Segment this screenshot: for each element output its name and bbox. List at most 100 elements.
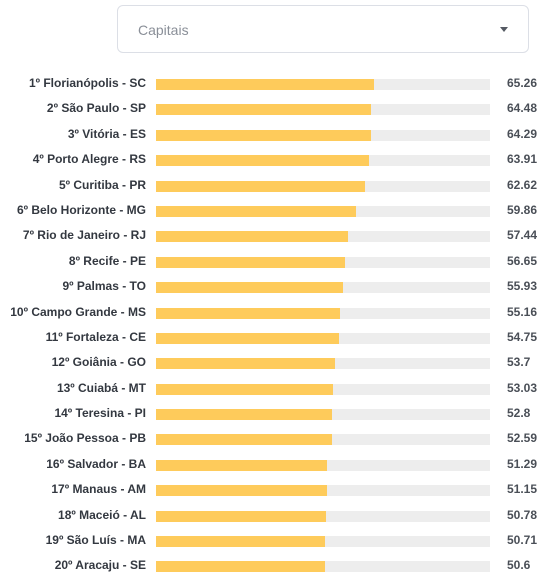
bar-track (156, 358, 490, 370)
ranking-row: 5º Curitiba - PR 62.62 (0, 173, 554, 198)
ranking-label: 12º Goiânia - GO (51, 355, 146, 370)
ranking-value: 50.78 (507, 507, 538, 522)
ranking-value: 64.48 (507, 101, 538, 116)
ranking-value: 64.29 (507, 126, 538, 141)
bar-track (156, 383, 490, 395)
ranking-label: 9º Palmas - TO (62, 279, 146, 294)
ranking-label: 15º João Pessoa - PB (24, 431, 146, 446)
bar (156, 104, 372, 116)
bar-track (156, 536, 490, 548)
ranking-row: 14º Teresina - PI 52.8 (0, 401, 554, 426)
bar-track (156, 180, 490, 192)
ranking-value: 52.8 (507, 406, 531, 421)
bar-track (156, 459, 490, 471)
ranking-value: 51.15 (507, 482, 538, 497)
bar-track (156, 79, 490, 90)
ranking-row: 6º Belo Horizonte - MG 59.86 (0, 198, 554, 223)
ranking-label: 6º Belo Horizonte - MG (16, 202, 146, 217)
bar-track (156, 155, 490, 167)
ranking-value: 52.59 (507, 431, 538, 446)
ranking-row: 9º Palmas - TO 55.93 (0, 274, 554, 299)
ranking-value: 59.86 (507, 202, 538, 217)
ranking-row: 7º Rio de Janeiro - RJ 57.44 (0, 223, 554, 248)
ranking-value: 55.16 (507, 304, 538, 319)
bar (156, 536, 326, 548)
bar (156, 256, 346, 268)
ranking-row: 16º Salvador - BA 51.29 (0, 452, 554, 477)
ranking-row: 10º Campo Grande - MS 55.16 (0, 300, 554, 325)
ranking-label: 20º Aracaju - SE (54, 558, 146, 573)
bar (156, 205, 356, 217)
filter-select-value: Capitais (138, 22, 189, 38)
ranking-label: 18º Maceió - AL (58, 507, 146, 522)
bar-track (156, 510, 490, 522)
bar (156, 383, 334, 395)
ranking-label: 5º Curitiba - PR (58, 177, 146, 192)
ranking-value: 62.62 (507, 177, 538, 192)
ranking-value: 55.93 (507, 279, 538, 294)
ranking-value: 65.26 (507, 76, 538, 90)
bar-track (156, 256, 490, 268)
bar (156, 155, 370, 167)
bar-track (156, 104, 490, 116)
bar-track (156, 282, 490, 294)
bar (156, 409, 333, 421)
chevron-down-icon (500, 27, 508, 32)
ranking-value: 54.75 (507, 329, 538, 344)
ranking-label: 17º Manaus - AM (51, 482, 146, 497)
ranking-label: 3º Vitória - ES (67, 126, 146, 141)
ranking-label: 14º Teresina - PI (54, 406, 146, 421)
ranking-value: 50.71 (507, 533, 538, 548)
ranking-row: 11º Fortaleza - CE 54.75 (0, 325, 554, 350)
ranking-label: 2º São Paulo - SP (46, 101, 146, 116)
ranking-row: 2º São Paulo - SP 64.48 (0, 96, 554, 121)
ranking-label: 11º Fortaleza - CE (45, 329, 146, 344)
bar-track (156, 129, 490, 141)
bar (156, 231, 348, 243)
bar (156, 459, 328, 471)
bar-track (156, 409, 490, 421)
ranking-row: 15º João Pessoa - PB 52.59 (0, 426, 554, 451)
ranking-row: 3º Vitória - ES 64.29 (0, 122, 554, 147)
ranking-row: 20º Aracaju - SE 50.6 (0, 553, 554, 578)
bar (156, 129, 371, 141)
ranking-row: 13º Cuiabá - MT 53.03 (0, 376, 554, 401)
ranking-value: 57.44 (507, 228, 538, 243)
bar-track (156, 485, 490, 497)
ranking-row: 17º Manaus - AM 51.15 (0, 477, 554, 502)
ranking-label: 7º Rio de Janeiro - RJ (22, 228, 146, 243)
bar (156, 358, 336, 370)
bar-track (156, 434, 490, 446)
ranking-row: 4º Porto Alegre - RS 63.91 (0, 147, 554, 172)
ranking-row: 12º Goiânia - GO 53.7 (0, 350, 554, 375)
ranking-value: 56.65 (507, 253, 538, 268)
bar (156, 561, 325, 573)
ranking-label: 8º Recife - PE (68, 253, 146, 268)
bar-track (156, 561, 490, 573)
ranking-value: 53.03 (507, 380, 538, 395)
bar-track (156, 231, 490, 243)
ranking-label: 10º Campo Grande - MS (10, 304, 146, 319)
bar (156, 485, 327, 497)
bar (156, 282, 343, 294)
bar (156, 332, 339, 344)
ranking-row: 1º Florianópolis - SC 65.26 (0, 71, 554, 96)
bar (156, 307, 341, 319)
bar (156, 434, 332, 446)
ranking-label: 13º Cuiabá - MT (56, 380, 146, 395)
ranking-label: 16º Salvador - BA (46, 456, 146, 471)
ranking-chart: 1º Florianópolis - SC 65.26 2º São Paulo -… (0, 71, 554, 579)
bar-track (156, 307, 490, 319)
ranking-label: 1º Florianópolis - SC (28, 76, 146, 90)
bar (156, 510, 326, 522)
bar (156, 180, 366, 192)
ranking-row: 18º Maceió - AL 50.78 (0, 503, 554, 528)
ranking-value: 53.7 (507, 355, 531, 370)
ranking-row: 8º Recife - PE 56.65 (0, 249, 554, 274)
ranking-value: 50.6 (507, 558, 531, 573)
ranking-row: 19º São Luís - MA 50.71 (0, 528, 554, 553)
filter-select[interactable]: Capitais (117, 5, 529, 53)
ranking-label: 4º Porto Alegre - RS (32, 152, 146, 167)
ranking-value: 51.29 (507, 456, 538, 471)
bar-track (156, 205, 490, 217)
